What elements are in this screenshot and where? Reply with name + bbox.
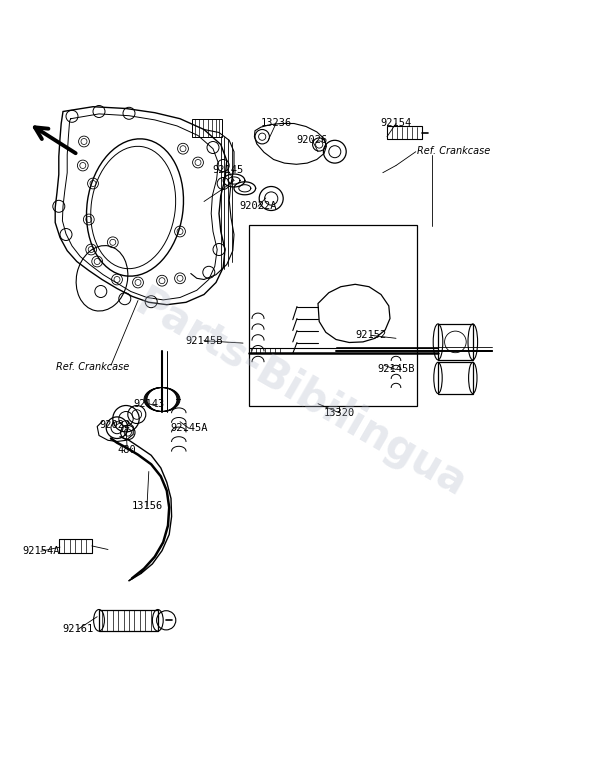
Bar bbox=[387, 126, 422, 139]
Text: 13156: 13156 bbox=[131, 501, 163, 512]
Bar bbox=[249, 226, 417, 405]
Bar bbox=[192, 119, 222, 136]
Bar bbox=[438, 362, 473, 394]
Polygon shape bbox=[318, 284, 390, 343]
Text: 13236: 13236 bbox=[260, 119, 292, 129]
Text: 92143: 92143 bbox=[133, 398, 164, 408]
Text: 92145B: 92145B bbox=[377, 364, 415, 374]
Text: 92145B: 92145B bbox=[185, 336, 223, 346]
Text: Ref. Crankcase: Ref. Crankcase bbox=[56, 361, 130, 371]
Text: 92022: 92022 bbox=[100, 420, 131, 430]
Polygon shape bbox=[254, 123, 326, 164]
Text: Ref. Crankcase: Ref. Crankcase bbox=[417, 146, 490, 156]
Text: 92145: 92145 bbox=[212, 165, 244, 175]
Text: 92154A: 92154A bbox=[22, 546, 59, 556]
Bar bbox=[59, 539, 92, 553]
Text: 92022A: 92022A bbox=[239, 202, 277, 212]
Text: 92145A: 92145A bbox=[170, 423, 208, 433]
Polygon shape bbox=[55, 107, 227, 305]
Text: 92154: 92154 bbox=[380, 119, 412, 129]
Text: 92152: 92152 bbox=[355, 330, 386, 340]
Bar bbox=[438, 324, 473, 360]
Text: Parts-Bibilingua: Parts-Bibilingua bbox=[127, 281, 473, 505]
Bar bbox=[99, 609, 158, 631]
Text: 92161: 92161 bbox=[62, 625, 94, 634]
Text: 92026: 92026 bbox=[296, 135, 328, 145]
Text: 480: 480 bbox=[118, 445, 137, 455]
Text: 13320: 13320 bbox=[323, 408, 355, 418]
